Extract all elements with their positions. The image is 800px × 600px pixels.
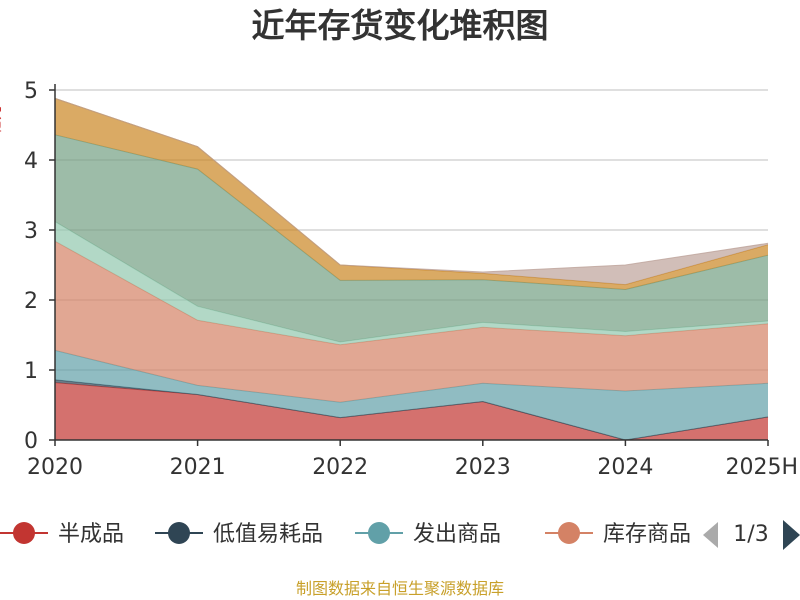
area-series-0 [55, 382, 768, 440]
y-axis-label: 亿元 [0, 106, 4, 134]
chart-title: 近年存货变化堆积图 [252, 6, 549, 45]
legend-marker [168, 522, 190, 544]
area-series-3 [55, 241, 768, 403]
x-tick-label: 2020 [27, 455, 83, 480]
y-tick-label: 5 [24, 79, 38, 104]
area-series-6 [55, 98, 768, 290]
source-note: 制图数据来自恒生聚源数据库 [296, 579, 504, 598]
x-tick-label: 2024 [597, 455, 653, 480]
x-tick-label: 2025H [725, 455, 798, 480]
y-tick-label: 0 [24, 429, 38, 454]
legend-label: 发出商品 [413, 522, 501, 547]
x-tick-label: 2023 [455, 455, 511, 480]
series-line-7 [54, 97, 769, 273]
legend-item: 库存商品 [545, 522, 691, 547]
y-tick-label: 4 [24, 149, 38, 174]
legend: 半成品 低值易耗品 发出商品 库存商品 1/3 [0, 520, 800, 550]
x-tick-label: 2021 [170, 455, 226, 480]
legend-marker [558, 522, 580, 544]
area-series-2 [55, 350, 768, 440]
legend-label: 低值易耗品 [213, 522, 323, 547]
y-tick-label: 1 [24, 359, 38, 384]
axes: 0 1 2 3 4 5 2020 2021 2022 2023 2024 2025H [24, 79, 798, 480]
area-series [54, 97, 769, 441]
legend-item: 低值易耗品 [155, 522, 323, 547]
x-tick-label: 2022 [312, 455, 368, 480]
legend-marker [13, 522, 35, 544]
legend-label: 库存商品 [603, 522, 691, 547]
y-tick-label: 2 [24, 289, 38, 314]
legend-label: 半成品 [58, 522, 124, 547]
triangle-right-icon[interactable] [783, 520, 800, 550]
legend-page-indicator: 1/3 [733, 522, 768, 547]
legend-item: 半成品 [0, 522, 124, 547]
area-series-5 [55, 134, 768, 342]
y-tick-label: 3 [24, 219, 38, 244]
legend-item: 发出商品 [355, 522, 501, 547]
legend-marker [368, 522, 390, 544]
triangle-left-icon[interactable] [703, 522, 718, 548]
